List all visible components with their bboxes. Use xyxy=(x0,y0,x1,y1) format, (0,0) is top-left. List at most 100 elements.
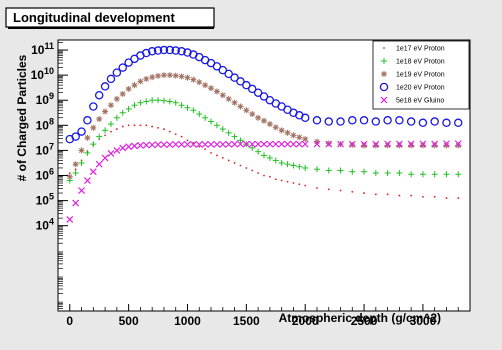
data-point xyxy=(272,124,279,131)
y-tick-label: 1010 xyxy=(31,66,54,82)
data-point xyxy=(72,161,79,168)
data-point xyxy=(261,117,267,124)
legend-marker xyxy=(381,71,387,77)
data-point xyxy=(72,169,79,176)
data-point xyxy=(398,194,401,197)
data-point xyxy=(180,135,183,138)
data-point xyxy=(236,77,245,86)
data-point xyxy=(112,68,122,77)
data-point xyxy=(190,107,197,114)
data-point xyxy=(231,99,238,106)
legend-marker xyxy=(379,82,389,92)
data-point xyxy=(231,133,238,140)
data-point xyxy=(249,111,256,118)
data-point xyxy=(202,114,209,121)
x-tick-label: 0 xyxy=(66,314,73,328)
data-point xyxy=(224,69,233,79)
data-point xyxy=(177,47,186,56)
data-point xyxy=(184,140,191,148)
data-point xyxy=(119,109,126,116)
data-point xyxy=(237,140,244,148)
data-point xyxy=(233,162,236,164)
data-point xyxy=(443,171,450,178)
data-point xyxy=(336,117,345,126)
y-axis-label: # of Charged Particles xyxy=(15,54,29,181)
data-point xyxy=(337,167,344,174)
legend-marker xyxy=(380,96,388,104)
data-point xyxy=(221,157,224,159)
data-point xyxy=(280,179,283,182)
data-point xyxy=(268,175,271,178)
data-point xyxy=(153,46,163,55)
data-point xyxy=(219,92,226,99)
data-point xyxy=(254,140,262,148)
data-point xyxy=(445,197,448,199)
data-point xyxy=(218,65,228,75)
data-point xyxy=(196,79,203,86)
data-point xyxy=(371,117,381,126)
legend-label: 5e18 eV Gluino xyxy=(396,98,444,105)
data-point xyxy=(278,127,285,134)
data-point xyxy=(383,116,392,125)
data-point xyxy=(272,157,279,164)
title-box: Longitudinal development xyxy=(5,7,215,29)
x-tick-label: 2500 xyxy=(351,314,378,328)
data-point xyxy=(433,195,436,198)
data-point xyxy=(227,159,230,162)
data-point xyxy=(278,159,285,166)
data-point xyxy=(274,178,277,181)
data-point xyxy=(213,88,220,95)
data-point xyxy=(266,154,273,161)
data-point xyxy=(302,164,309,171)
data-point xyxy=(125,85,132,92)
data-point xyxy=(300,113,310,123)
data-point xyxy=(66,173,73,180)
data-point xyxy=(442,118,451,128)
data-point xyxy=(89,102,98,111)
data-point xyxy=(90,141,97,148)
data-point xyxy=(260,140,268,148)
data-point xyxy=(184,104,191,111)
data-point xyxy=(142,48,151,58)
data-point xyxy=(186,139,189,142)
data-point xyxy=(255,148,262,155)
data-point xyxy=(259,92,269,101)
data-point xyxy=(457,197,460,199)
data-point xyxy=(155,97,162,104)
data-point xyxy=(160,141,168,149)
series-4 xyxy=(65,45,463,144)
data-point xyxy=(455,171,462,178)
data-point xyxy=(359,116,369,125)
chart-title: Longitudinal development xyxy=(13,10,175,25)
data-point xyxy=(419,142,426,149)
legend-label: 1e19 eV Proton xyxy=(396,72,445,79)
data-point xyxy=(160,97,167,104)
data-point xyxy=(408,171,415,178)
data-point xyxy=(431,140,439,148)
data-point xyxy=(159,45,169,55)
data-point xyxy=(102,108,109,115)
data-point xyxy=(263,174,265,177)
data-point xyxy=(237,137,244,144)
data-point xyxy=(165,45,175,55)
data-point xyxy=(78,147,85,154)
y-tick-label: 105 xyxy=(36,192,54,208)
data-point xyxy=(110,130,112,133)
data-point xyxy=(127,124,130,127)
data-point xyxy=(406,117,416,126)
data-point xyxy=(374,193,377,196)
series-3 xyxy=(66,72,462,180)
data-point xyxy=(77,127,86,136)
data-point xyxy=(339,189,342,192)
legend-marker xyxy=(381,58,387,64)
data-point xyxy=(290,162,297,169)
data-point xyxy=(372,140,380,148)
data-point xyxy=(407,140,415,148)
y-tick-label: 1011 xyxy=(31,41,54,57)
data-point xyxy=(107,149,115,157)
x-tick-label: 1000 xyxy=(174,314,201,328)
data-point xyxy=(225,140,233,148)
data-point xyxy=(261,152,267,159)
